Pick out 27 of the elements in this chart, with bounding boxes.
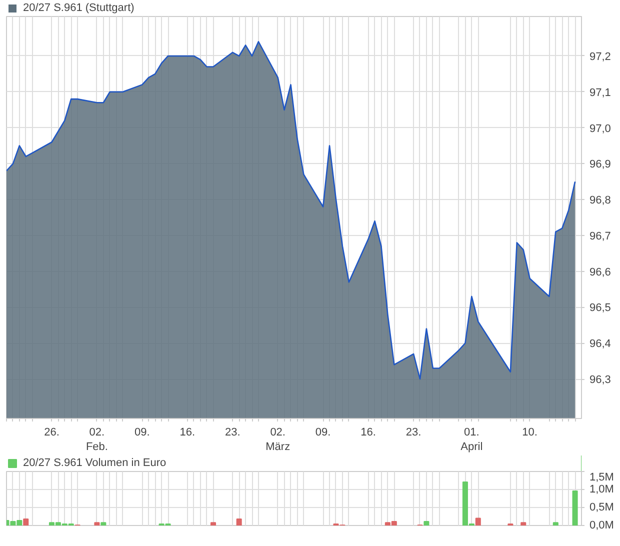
y-tick-label: 0,0M <box>590 520 614 532</box>
y-tick-label: 97,0 <box>590 122 611 135</box>
x-tick-label: 09. <box>315 426 331 438</box>
x-tick-label: 23. <box>406 426 422 438</box>
x-tick-label: 23. <box>224 426 240 438</box>
x-tick-label: 02. März <box>266 426 290 453</box>
y-tick-label: 96,3 <box>590 374 611 386</box>
x-tick-label: 16. <box>180 426 196 438</box>
y-tick-label: 1,5M <box>590 472 614 484</box>
legend-label: 20/27 S.961 (Stuttgart) <box>23 2 134 14</box>
y-tick-label: 96,8 <box>590 194 611 207</box>
x-tick-label: 10. <box>522 426 538 438</box>
y-tick-label: 97,1 <box>590 86 611 99</box>
x-tick-label: 16. <box>360 426 376 438</box>
y-tick-label: 0,5M <box>590 502 614 514</box>
x-tick-label: 26. <box>44 426 60 438</box>
y-tick-label: 96,5 <box>590 302 611 314</box>
y-tick-label: 97,2 <box>590 50 611 63</box>
y-tick-label: 96,6 <box>590 266 611 278</box>
y-tick-label: 96,7 <box>590 230 611 242</box>
x-tick-label: 01. April <box>460 426 483 453</box>
x-tick-label: 02. Feb. <box>86 426 108 453</box>
x-tick-label: 09. <box>134 426 150 438</box>
y-tick-label: 1,0M <box>590 484 614 496</box>
y-tick-label: 96,4 <box>590 338 611 350</box>
legend-label: 20/27 S.961 Volumen in Euro <box>23 457 166 469</box>
y-tick-label: 96,9 <box>590 158 611 171</box>
